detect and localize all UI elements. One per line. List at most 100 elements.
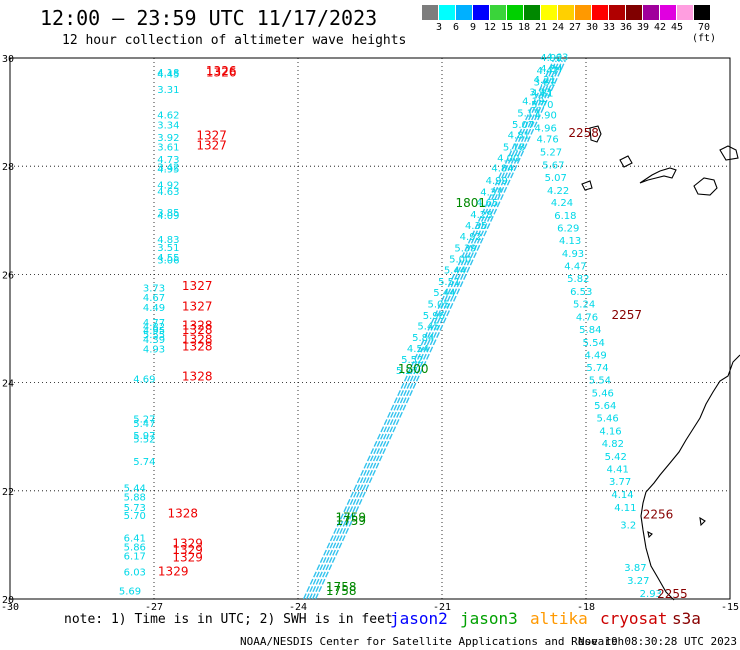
wave-height-label: 5.52 (133, 435, 155, 446)
generated-timestamp: Nov 19 08:30:28 UTC 2023 (578, 635, 737, 648)
wave-height-label: 4.76 (536, 134, 558, 145)
color-scale-label: 36 (619, 22, 633, 33)
wave-height-label: 4.67 (143, 293, 165, 304)
wave-height-label: 4.39 (143, 335, 165, 346)
wave-height-label: 6.03 (124, 568, 146, 579)
y-tick-label: 24 (2, 379, 14, 390)
wave-height-label: 4.63 (546, 53, 568, 64)
wave-height-label: 4.63 (157, 187, 179, 198)
wave-height-label: 6.41 (124, 534, 146, 545)
wave-height-label: 4.49 (143, 303, 165, 314)
pass-time-label: 2257 (612, 308, 643, 322)
africa-coastline (640, 354, 740, 601)
y-tick-label: 22 (2, 487, 14, 498)
wave-height-label: 5.44 (433, 288, 455, 299)
x-tick-label: -27 (145, 602, 163, 613)
wave-height-label: 5.82 (567, 274, 589, 285)
chart-subtitle: 12 hour collection of altimeter wave hei… (62, 33, 407, 48)
wave-height-label: 5.64 (594, 401, 616, 412)
wave-height-label: 5.27 (540, 147, 562, 158)
wave-height-label: 5.07 (545, 173, 567, 184)
color-scale-label: 21 (534, 22, 548, 33)
wave-height-label: 4.21 (534, 75, 556, 86)
wave-height-label: 4.19 (522, 97, 544, 108)
wave-height-label: 5.70 (531, 100, 553, 111)
wave-height-label: 5.05 (428, 299, 450, 310)
wave-height-label: 4.81 (508, 131, 530, 142)
pass-time-label: 1329 (172, 537, 203, 551)
color-scale-label: 9 (469, 22, 477, 33)
x-tick-label: -15 (721, 602, 739, 613)
pass-time-label: 1328 (182, 319, 213, 333)
y-tick-label: 26 (2, 270, 14, 281)
land-outlines (581, 125, 740, 601)
wave-height-label: 4.84 (540, 64, 562, 75)
track-band-line (302, 60, 554, 600)
color-swatch (507, 5, 524, 20)
wave-height-label: 4.96 (535, 124, 557, 135)
wave-height-label: 5.44 (444, 265, 466, 276)
color-swatch (592, 5, 609, 20)
color-scale-label: 33 (602, 22, 616, 33)
color-scale-label: 42 (653, 22, 667, 33)
wave-height-label: 4.65 (476, 198, 498, 209)
color-swatch (575, 5, 592, 20)
x-tick-label: -30 (1, 602, 19, 613)
wave-height-label: 6.29 (557, 224, 579, 235)
wave-height-label: 5.07 (512, 120, 534, 131)
legend-jason2: jason2 (390, 609, 448, 628)
wave-height-label: 5.27 (133, 415, 155, 426)
pass-time-label: 2256 (643, 507, 674, 521)
wave-height-label: 6.17 (124, 552, 146, 563)
wave-height-label: 4.49 (584, 350, 606, 361)
wave-height-label: 5.39 (454, 244, 476, 255)
pass-time-label: 1328 (182, 323, 213, 337)
wave-height-label: 5.54 (589, 376, 611, 387)
wave-height-label: 4.37 (480, 187, 502, 198)
color-swatch (660, 5, 677, 20)
pass-time-label: 1800 (398, 362, 429, 376)
canary-island-tenerife (639, 167, 677, 184)
wave-height-label: 4.54 (407, 344, 429, 355)
wave-height-label: 3.81 (534, 78, 556, 89)
canary-island-east (719, 145, 739, 161)
legend-s3a: s3a (672, 609, 701, 628)
pass-time-label: 1759 (336, 511, 367, 525)
pass-time-label: 1801 (456, 196, 487, 210)
wave-height-label: 4.83 (157, 235, 179, 246)
wave-height-label: 4.47 (564, 262, 586, 273)
wave-height-label: 4.82 (143, 322, 165, 333)
y-tick-label: 30 (2, 54, 14, 65)
wave-height-label: 3.77 (609, 477, 631, 488)
color-swatch (490, 5, 507, 20)
wave-height-label: 3.06 (157, 256, 179, 267)
color-scale-label: 24 (551, 22, 565, 33)
legend-jason3: jason3 (460, 609, 518, 628)
color-scale-label: 15 (500, 22, 514, 33)
wave-height-label: 2.93 (640, 589, 662, 600)
wave-height-label: 5.47 (133, 419, 155, 430)
pass-time-label: 1328 (182, 333, 213, 347)
wave-height-label: 4.22 (547, 186, 569, 197)
color-swatch (473, 5, 490, 20)
wave-height-label: 5.86 (124, 542, 146, 553)
wave-height-label: 3.51 (157, 243, 179, 254)
wave-height-label: 3.87 (624, 563, 646, 574)
wave-height-label: 3.42 (157, 163, 179, 174)
wave-height-label: 3.2 (620, 521, 636, 532)
wave-height-label: 3.27 (627, 576, 649, 587)
color-scale-label: 3 (435, 22, 443, 33)
wave-height-label: 3.61 (157, 143, 179, 154)
pass-time-label: 2258 (568, 126, 599, 140)
wave-height-label: 5.46 (592, 389, 614, 400)
wave-height-label: 5.42 (605, 452, 627, 463)
track-band-line (308, 60, 560, 600)
color-scale-label: 18 (517, 22, 531, 33)
wave-height-label: 5.45 (417, 322, 439, 333)
x-axis-ticks: -30 -27 -24 -21 -18 -15 (1, 602, 739, 613)
pass-time-label: 1328 (168, 506, 199, 520)
wave-height-label: 4.00 (497, 153, 519, 164)
x-tick-label: -21 (433, 602, 451, 613)
wave-height-label: 4.69 (133, 375, 155, 386)
